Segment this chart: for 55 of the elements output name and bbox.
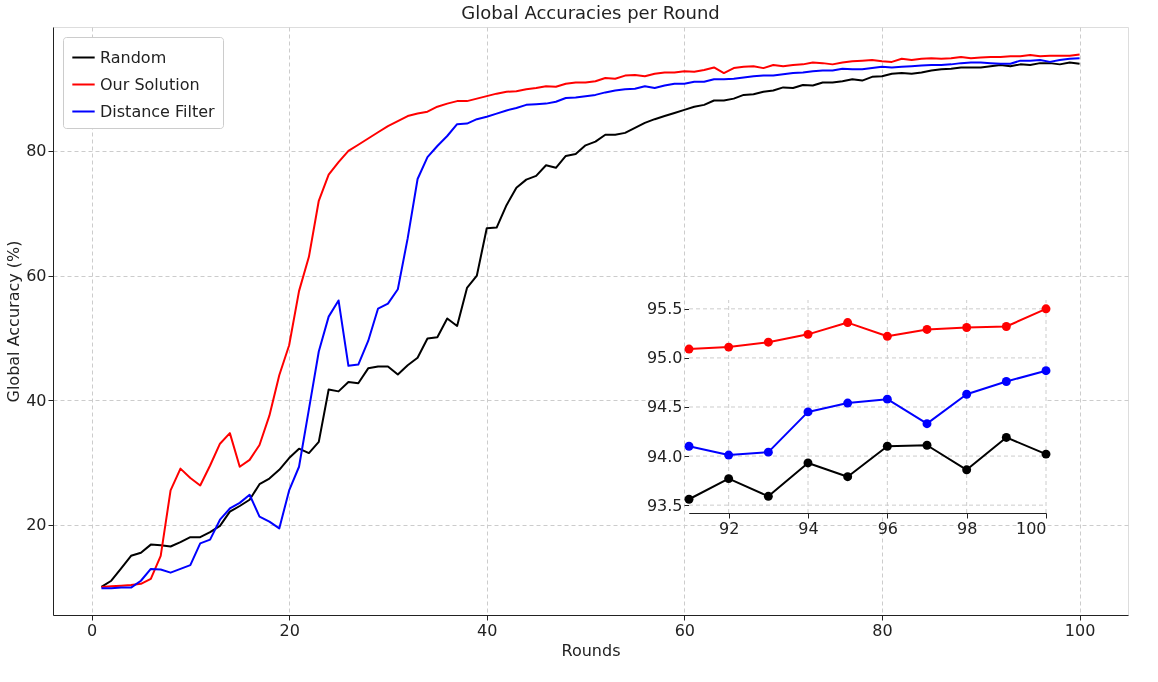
point (843, 472, 853, 482)
x-tick-label: 80 (872, 620, 893, 640)
point (1001, 432, 1011, 442)
point (1001, 322, 1011, 331)
point (843, 318, 853, 328)
x-tick-label: 92 (718, 518, 740, 538)
point (763, 337, 773, 347)
point (803, 407, 813, 417)
point (803, 329, 813, 339)
chart-title: Global Accuracies per Round (461, 2, 720, 23)
point (882, 331, 892, 341)
point (684, 494, 694, 504)
point (1001, 377, 1011, 386)
x-tick-label: 40 (477, 620, 498, 640)
point (684, 441, 694, 451)
point (922, 419, 932, 429)
point (803, 458, 813, 468)
point (962, 389, 972, 399)
x-tick-label: 20 (279, 620, 300, 640)
point (724, 474, 734, 484)
y-tick-label: 60 (26, 266, 47, 286)
x-tick-label: 94 (798, 518, 819, 538)
point (684, 344, 694, 354)
point (882, 441, 892, 451)
y-tick-label: 95.5 (646, 299, 683, 319)
point (763, 447, 773, 457)
legend-label: Our Solution (100, 74, 200, 94)
y-tick-label: 93.5 (646, 495, 683, 515)
point (922, 440, 932, 450)
point (1041, 449, 1051, 459)
x-tick-label: 96 (877, 518, 899, 538)
point (962, 323, 972, 332)
y-axis-title: Global Accuracy (%) (4, 240, 24, 403)
legend-label: Distance Filter (100, 101, 216, 121)
x-tick-label: 0 (86, 620, 98, 640)
x-tick-label: 60 (674, 620, 696, 640)
y-tick-label: 80 (26, 141, 47, 161)
x-tick-label: 100 (1064, 620, 1096, 640)
y-tick-label: 40 (26, 390, 47, 410)
point (724, 450, 734, 460)
y-tick-label: 94.0 (646, 446, 683, 466)
x-axis-title: Rounds (561, 640, 621, 660)
x-tick-label: 98 (956, 518, 978, 538)
x-tick-label: 100 (1015, 518, 1047, 538)
y-tick-label: 94.5 (646, 397, 683, 417)
point (724, 342, 734, 352)
point (922, 324, 932, 334)
point (1041, 304, 1051, 314)
point (962, 465, 972, 475)
point (1041, 366, 1051, 376)
point (882, 394, 892, 404)
y-tick-label: 95.0 (646, 348, 683, 368)
point (763, 491, 773, 501)
point (843, 398, 853, 408)
legend-label: Random (100, 47, 167, 67)
